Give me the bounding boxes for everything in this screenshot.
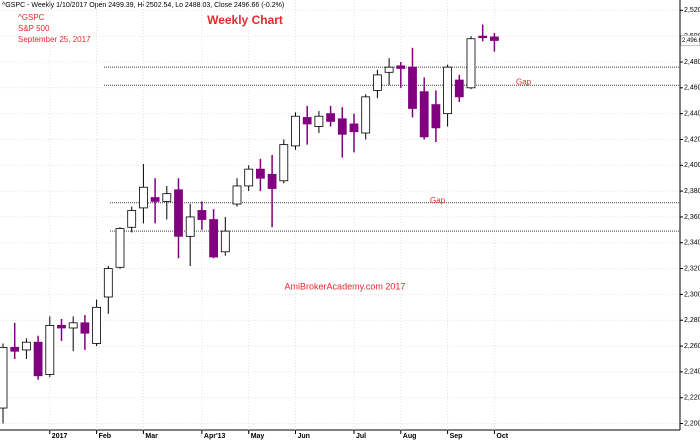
y-tick-label: 2,240 — [684, 369, 700, 376]
candle-body — [372, 74, 382, 91]
candle-body — [197, 210, 207, 220]
x-tick-label: Feb — [99, 433, 111, 440]
candle-body — [291, 115, 300, 147]
y-tick-label: 2,520 — [684, 7, 700, 14]
x-tick-label: Mar — [145, 433, 158, 440]
y-tick-label: 2,260 — [684, 343, 700, 350]
candle-body — [220, 230, 230, 253]
candle-body — [57, 325, 66, 329]
candle-body — [138, 186, 148, 209]
y-tick-label: 2,320 — [684, 265, 700, 272]
y-tick-label: 2,460 — [684, 85, 700, 92]
y-tick-label: 2,220 — [684, 395, 700, 402]
index-name: S&P 500 — [18, 24, 50, 33]
candle-body — [209, 219, 219, 258]
x-tick-label: Apr'13 — [204, 433, 226, 440]
x-tick-label: Jul — [356, 433, 366, 440]
candle-body — [384, 66, 394, 73]
x-tick-label: Oct — [496, 433, 508, 440]
candle-body — [232, 185, 242, 205]
y-tick-label: 2,380 — [684, 188, 700, 195]
y-tick-label: 2,400 — [684, 162, 700, 169]
watermark: AmiBrokerAcademy.com 2017 — [285, 281, 406, 291]
candle-body — [80, 322, 90, 334]
candle-body — [443, 66, 453, 115]
y-tick-label: 2,340 — [684, 240, 700, 247]
candle-body — [185, 216, 195, 237]
candle-body — [92, 306, 101, 344]
y-tick-label: 2,440 — [684, 110, 700, 117]
candle-body — [255, 168, 265, 179]
y-tick-label: 2,300 — [684, 291, 700, 298]
candle-body — [361, 96, 371, 134]
candle-body — [419, 91, 429, 138]
price-tag-bg — [680, 35, 700, 46]
candle-body — [45, 325, 55, 375]
candle-body — [454, 79, 464, 98]
candle-body — [127, 210, 137, 228]
y-tick-label: 2,200 — [684, 420, 700, 427]
candle-body — [33, 341, 43, 377]
candle-body — [68, 322, 78, 329]
x-tick-label: Sep — [450, 433, 463, 440]
candle-body — [10, 346, 20, 352]
candle-body — [0, 346, 8, 409]
candle-body — [349, 123, 359, 133]
chart-title: Weekly Chart — [207, 13, 283, 27]
candle-body — [162, 193, 172, 202]
candle-body — [302, 117, 312, 125]
info-line: ^GSPC - Weekly 1/10/2017 Open 2499.39, H… — [2, 2, 284, 9]
symbol: ^GSPC — [18, 13, 45, 22]
candle-body — [174, 189, 183, 237]
y-tick-label: 2,480 — [684, 59, 700, 66]
candle-body — [466, 38, 476, 89]
candle-body — [489, 36, 499, 41]
x-tick-label: Jun — [298, 433, 310, 440]
gap-label: Gap — [430, 196, 446, 205]
y-tick-label: 2,420 — [684, 136, 700, 143]
candle-body — [396, 65, 406, 69]
x-tick-label: Aug — [403, 433, 417, 440]
price-tag: 2,496.66 — [682, 38, 700, 44]
candle-body — [244, 168, 254, 187]
candle-body — [150, 197, 160, 202]
x-tick-label: May — [251, 433, 265, 440]
candle-body — [337, 118, 347, 135]
candle-body — [279, 144, 289, 182]
gap-label: Gap — [516, 77, 532, 86]
date: September 25, 2017 — [18, 35, 91, 44]
candle-body — [103, 268, 113, 298]
candle-body — [431, 104, 441, 129]
y-tick-label: 2,360 — [684, 214, 700, 221]
x-tick-label: 2017 — [52, 433, 68, 440]
candle-body — [326, 113, 336, 122]
candle-body — [267, 173, 277, 189]
candle-body — [314, 115, 324, 127]
candle-body — [115, 228, 125, 268]
candle-body — [478, 35, 488, 39]
y-tick-label: 2,280 — [684, 317, 700, 324]
candle-body — [408, 66, 417, 109]
candle-body — [21, 341, 31, 351]
